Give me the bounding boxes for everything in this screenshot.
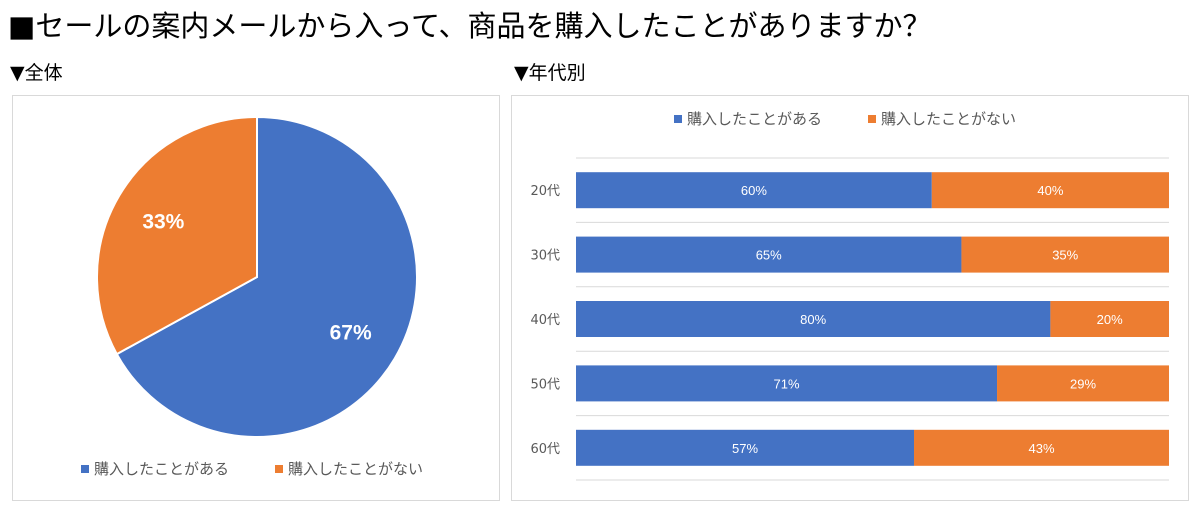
bar-segment-no	[914, 429, 1169, 466]
category-label: 30代	[530, 249, 560, 264]
bar-segment-yes	[576, 236, 962, 273]
category-label: 60代	[530, 442, 560, 457]
bar-data-label: 43%	[1028, 441, 1054, 456]
bar-chart-panel: 購入したことがある 購入したことがない 20代 60% 40% 30代 65% 35% 40代 8…	[511, 95, 1189, 501]
category-label: 20代	[530, 184, 560, 199]
bar-data-label: 65%	[756, 248, 782, 263]
bar-data-label: 35%	[1052, 248, 1078, 263]
legend-swatch	[275, 465, 283, 473]
legend-swatch	[674, 115, 682, 123]
bar-data-label: 71%	[773, 376, 799, 391]
pie-slice-no	[96, 115, 258, 356]
bar-data-label: 80%	[800, 312, 826, 327]
bar-data-label: 40%	[1037, 183, 1063, 198]
bar-data-label: 57%	[732, 441, 758, 456]
page-title: ■セールの案内メールから入って、商品を購入したことがありますか？	[8, 9, 932, 43]
category-label: 40代	[530, 313, 560, 328]
legend-label: 購入したことがない	[288, 460, 423, 478]
category-label: 50代	[530, 377, 560, 392]
pie-slice-yes	[115, 115, 418, 438]
legend-swatch	[81, 465, 89, 473]
stacked-bar-chart: 購入したことがある 購入したことがない 20代 60% 40% 30代 65% 35% 40代 8…	[530, 110, 1169, 481]
bar-data-label: 60%	[741, 183, 767, 198]
legend-label: 購入したことがない	[881, 110, 1016, 128]
pie-data-label: 67%	[330, 321, 372, 344]
bar-segment-no	[1050, 301, 1169, 337]
bar-segment-no	[961, 236, 1169, 273]
legend-label: 購入したことがある	[687, 110, 822, 128]
bar-segment-yes	[576, 365, 998, 402]
bar-data-label: 29%	[1070, 376, 1096, 391]
bar-segment-no	[997, 365, 1169, 402]
bar-segment-yes	[576, 429, 915, 466]
bar-data-label: 20%	[1097, 312, 1123, 327]
section-label-by-age: ▼年代別	[514, 62, 586, 84]
legend-swatch	[868, 115, 876, 123]
bar-segment-no	[931, 172, 1169, 209]
legend-label: 購入したことがある	[94, 460, 229, 478]
bar-segment-yes	[576, 301, 1051, 337]
section-label-overall: ▼全体	[10, 62, 63, 84]
pie-chart-panel: 67% 33% 購入したことがある 購入したことがない	[12, 95, 500, 501]
pie-chart: 67% 33% 購入したことがある 購入したことがない	[81, 115, 423, 478]
bar-segment-yes	[576, 172, 932, 209]
pie-data-label: 33%	[142, 211, 184, 234]
